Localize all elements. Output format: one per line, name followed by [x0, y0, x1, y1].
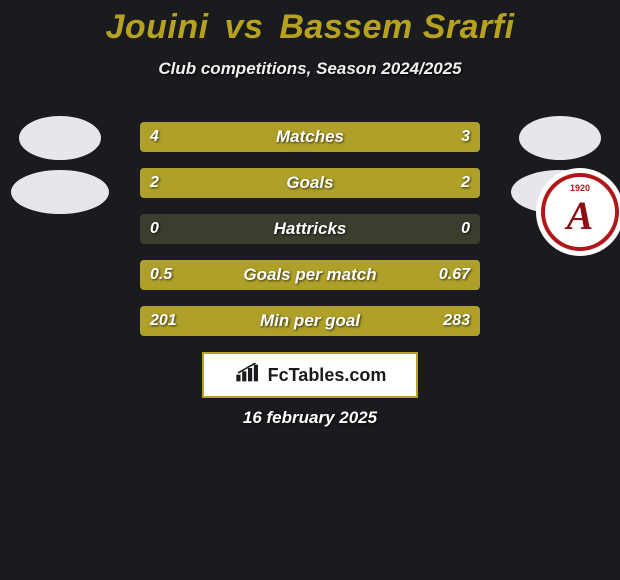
left-value: 201	[140, 306, 187, 336]
right-value: 283	[433, 306, 480, 336]
player2-avatar: 1920 A	[500, 98, 620, 228]
subtitle: Club competitions, Season 2024/2025	[0, 59, 620, 79]
right-value: 0	[451, 214, 480, 244]
stat-row: 22Goals	[140, 168, 480, 198]
stat-row: 43Matches	[140, 122, 480, 152]
crest-letter: A	[567, 192, 594, 239]
right-value: 3	[451, 122, 480, 152]
footer-date: 16 february 2025	[0, 408, 620, 428]
vs-word: vs	[225, 8, 264, 46]
stat-bars: 43Matches22Goals00Hattricks0.50.67Goals …	[140, 122, 480, 352]
right-value: 0.67	[429, 260, 480, 290]
player2-name: Bassem Srarfi	[279, 8, 514, 46]
player1-avatar	[0, 98, 120, 228]
club-crest-icon: 1920 A	[536, 168, 620, 256]
left-value: 2	[140, 168, 169, 198]
stat-row: 00Hattricks	[140, 214, 480, 244]
left-value: 0.5	[140, 260, 182, 290]
left-fill	[140, 122, 334, 152]
stat-row: 201283Min per goal	[140, 306, 480, 336]
stat-row: 0.50.67Goals per match	[140, 260, 480, 290]
brand-box: FcTables.com	[202, 352, 418, 398]
left-value: 0	[140, 214, 169, 244]
right-value: 2	[451, 168, 480, 198]
left-value: 4	[140, 122, 169, 152]
bar-chart-icon	[234, 363, 262, 388]
silhouette-icon	[0, 98, 120, 228]
player1-name: Jouini	[105, 8, 208, 46]
comparison-title: Jouini vs Bassem Srarfi	[0, 0, 620, 47]
brand-text: FcTables.com	[268, 365, 387, 386]
